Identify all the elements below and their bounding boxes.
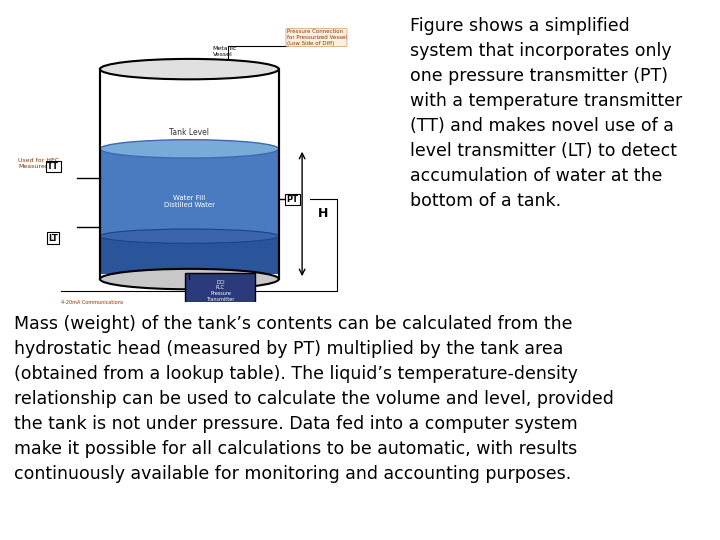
Text: DCI
PLC
Pressure
Transmitter: DCI PLC Pressure Transmitter <box>206 280 235 302</box>
Text: Used for HEC
Measurement: Used for HEC Measurement <box>18 158 61 169</box>
Text: Metallic
Vessel: Metallic Vessel <box>212 46 237 57</box>
Bar <box>100 149 279 274</box>
Text: Mass (weight) of the tank’s contents can be calculated from the
hydrostatic head: Mass (weight) of the tank’s contents can… <box>14 315 614 483</box>
Text: Pressure Connection
for Pressurized Vessel
(Low Side of Diff): Pressure Connection for Pressurized Vess… <box>287 29 346 46</box>
Bar <box>100 236 279 274</box>
Ellipse shape <box>100 229 279 244</box>
Text: LT: LT <box>48 234 58 243</box>
Bar <box>186 273 256 308</box>
Text: Water Fill
Distilled Water: Water Fill Distilled Water <box>164 195 215 208</box>
Text: PT: PT <box>287 195 299 204</box>
Ellipse shape <box>100 269 279 289</box>
Text: Tank Level: Tank Level <box>169 128 210 137</box>
Text: Figure shows a simplified
system that incorporates only
one pressure transmitter: Figure shows a simplified system that in… <box>410 17 683 210</box>
Text: 4-20mA Communications: 4-20mA Communications <box>61 300 123 305</box>
Text: H: H <box>318 207 328 220</box>
Text: TT: TT <box>48 162 59 171</box>
Ellipse shape <box>100 140 279 158</box>
Ellipse shape <box>100 59 279 79</box>
